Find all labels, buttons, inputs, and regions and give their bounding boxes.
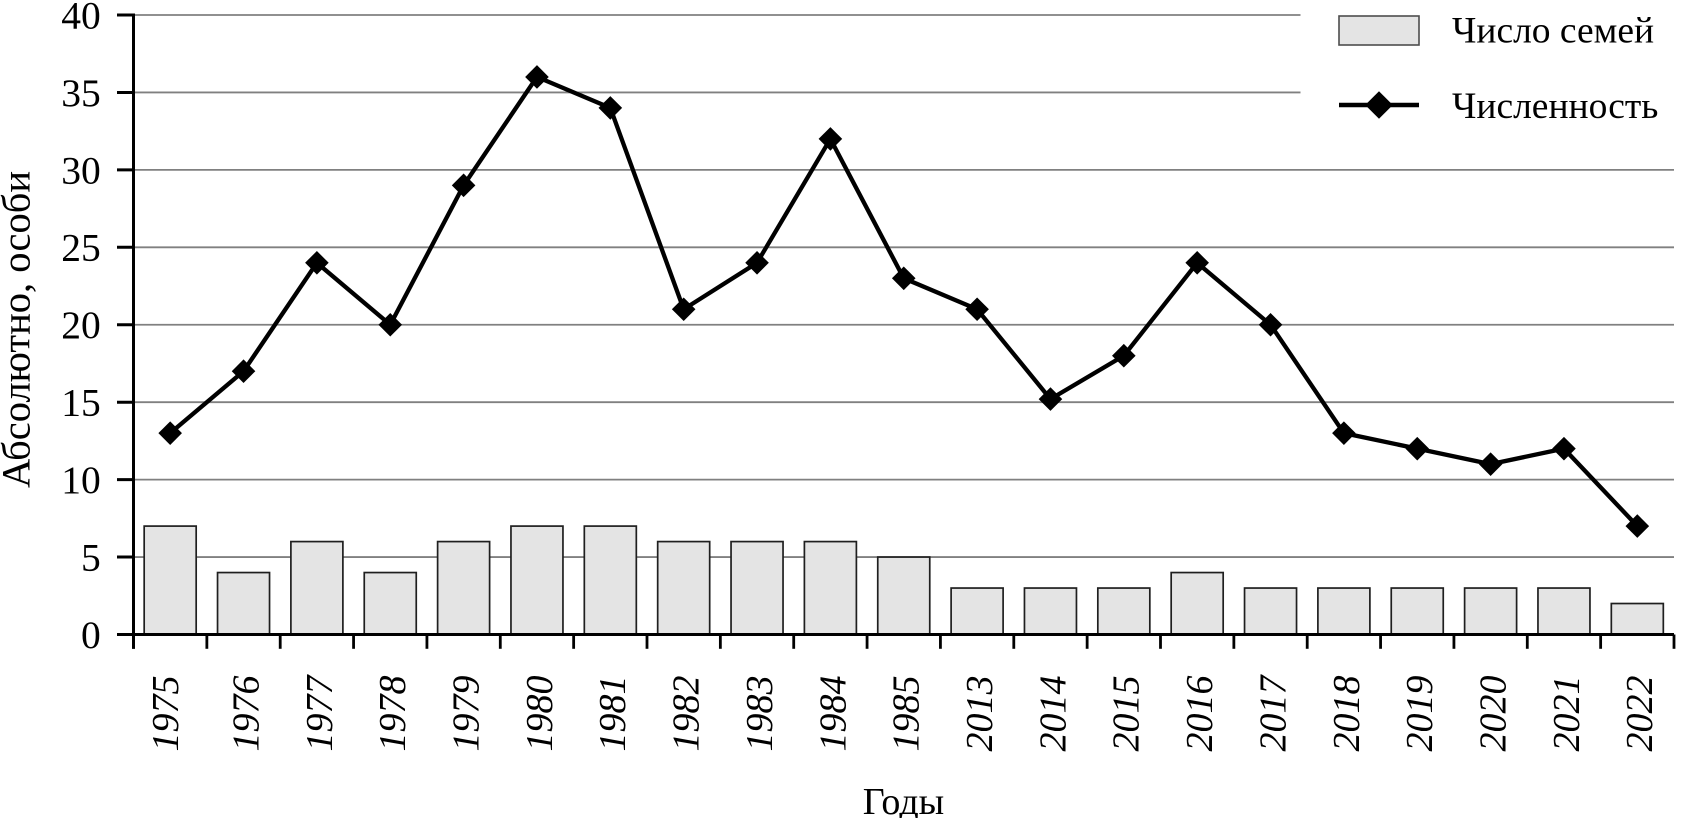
svg-text:1982: 1982 bbox=[666, 676, 708, 752]
svg-text:30: 30 bbox=[61, 148, 101, 192]
svg-text:1976: 1976 bbox=[225, 676, 267, 752]
svg-text:1985: 1985 bbox=[886, 676, 928, 752]
svg-text:25: 25 bbox=[61, 226, 101, 270]
svg-text:2022: 2022 bbox=[1619, 676, 1661, 752]
svg-text:2015: 2015 bbox=[1106, 676, 1148, 752]
svg-text:1983: 1983 bbox=[739, 676, 781, 752]
svg-text:5: 5 bbox=[81, 535, 101, 579]
svg-text:2014: 2014 bbox=[1032, 676, 1074, 752]
svg-text:1977: 1977 bbox=[299, 674, 341, 752]
svg-text:15: 15 bbox=[61, 381, 101, 425]
svg-text:10: 10 bbox=[61, 458, 101, 502]
svg-text:35: 35 bbox=[61, 71, 101, 115]
svg-text:1984: 1984 bbox=[812, 676, 854, 752]
svg-text:1980: 1980 bbox=[519, 676, 561, 752]
svg-text:0: 0 bbox=[81, 613, 101, 657]
svg-text:Численность: Численность bbox=[1452, 86, 1658, 127]
svg-text:1981: 1981 bbox=[592, 676, 634, 752]
svg-text:2020: 2020 bbox=[1473, 676, 1515, 752]
svg-text:20: 20 bbox=[61, 303, 101, 347]
svg-text:Годы: Годы bbox=[863, 781, 944, 818]
svg-text:Число семей: Число семей bbox=[1452, 11, 1654, 52]
svg-text:2017: 2017 bbox=[1252, 674, 1294, 752]
svg-text:Абсолютно, особи: Абсолютно, особи bbox=[0, 171, 39, 488]
svg-text:2021: 2021 bbox=[1546, 676, 1588, 752]
svg-text:40: 40 bbox=[61, 0, 101, 37]
svg-text:1978: 1978 bbox=[372, 676, 414, 752]
svg-text:2019: 2019 bbox=[1399, 676, 1441, 752]
svg-text:1975: 1975 bbox=[145, 676, 187, 752]
svg-text:2013: 2013 bbox=[959, 676, 1001, 752]
svg-text:2016: 2016 bbox=[1179, 676, 1221, 752]
svg-text:1979: 1979 bbox=[446, 676, 488, 752]
svg-text:2018: 2018 bbox=[1326, 676, 1368, 752]
